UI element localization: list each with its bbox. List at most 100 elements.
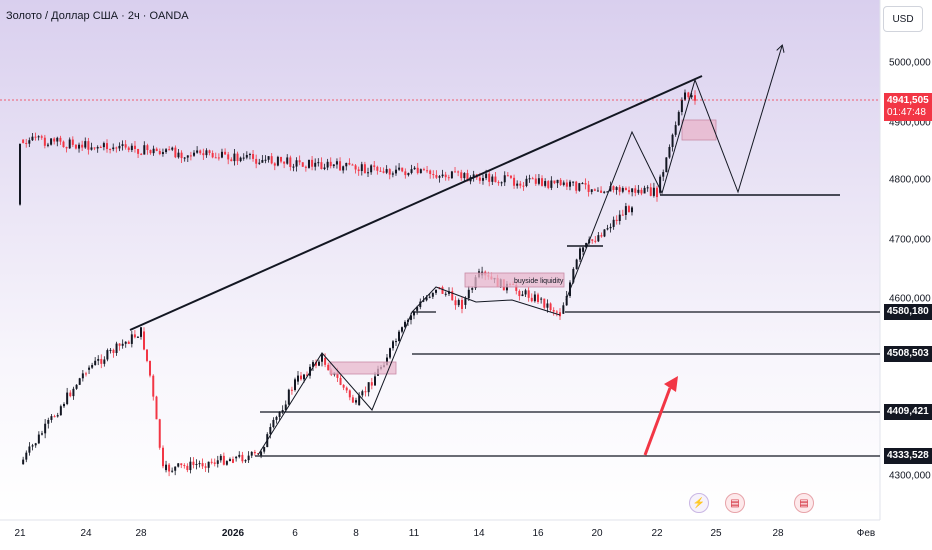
candle-body	[518, 290, 521, 297]
candle-body	[25, 142, 28, 144]
candle-body	[404, 171, 407, 176]
candle-body	[276, 156, 279, 166]
candle-body	[238, 454, 241, 457]
candle-body	[78, 144, 81, 149]
candle-body	[404, 321, 406, 328]
candle-body	[143, 331, 145, 350]
candle-body	[643, 187, 646, 194]
candle-body	[62, 141, 65, 148]
candle-body	[124, 144, 127, 148]
candle-body	[597, 235, 600, 242]
candle-body	[270, 156, 273, 164]
candle-body	[435, 289, 437, 293]
candle-body	[357, 169, 360, 172]
candle-body	[289, 157, 292, 168]
candle-body	[59, 406, 62, 416]
candle-body	[398, 167, 401, 170]
candle-body	[652, 187, 655, 196]
candle-body	[461, 299, 463, 309]
us-flag-icon[interactable]: ▤	[725, 493, 745, 513]
candle-body	[261, 159, 264, 163]
supply-zone-1[interactable]	[329, 361, 397, 375]
candle-body	[193, 152, 196, 156]
level-tag-4580: 4580,180	[884, 304, 932, 320]
candle-body	[303, 374, 305, 380]
candle-body	[690, 95, 693, 98]
candle-body	[96, 146, 99, 149]
candle-body	[301, 162, 304, 167]
candle-body	[207, 461, 210, 468]
candle-body	[230, 159, 233, 162]
symbol-title[interactable]: Золото / Доллар США · 2ч · OANDA	[6, 10, 189, 22]
candle-body	[454, 300, 457, 306]
flash-icon[interactable]: ⚡	[689, 493, 709, 513]
candle-body	[379, 170, 382, 172]
candle-body	[677, 112, 680, 126]
candle-body	[513, 177, 516, 186]
candle-body	[530, 297, 533, 302]
candle-body	[133, 334, 136, 338]
level-tag-4409: 4409,421	[884, 404, 932, 420]
candle-body	[224, 151, 227, 155]
candle-body	[448, 291, 450, 294]
candle-body	[568, 181, 571, 187]
candle-body	[214, 157, 217, 159]
candle-body	[103, 359, 106, 364]
candle-body	[168, 464, 171, 472]
candle-body	[275, 416, 278, 420]
candle-body	[552, 310, 555, 312]
candle-body	[559, 312, 561, 317]
candle-body	[351, 164, 354, 166]
candle-body	[165, 464, 168, 471]
candle-body	[118, 145, 121, 149]
candle-body	[219, 455, 222, 461]
candle-body	[519, 183, 522, 186]
candle-body	[627, 206, 630, 213]
candle-body	[694, 95, 696, 101]
candle-body	[471, 288, 474, 290]
candle-body	[345, 162, 348, 167]
candle-body	[413, 312, 415, 316]
projection-path[interactable]	[565, 46, 782, 301]
candle-body	[71, 139, 74, 145]
candle-body	[278, 412, 281, 417]
candle-body	[447, 177, 450, 179]
buyside-liquidity-zone[interactable]	[464, 272, 565, 288]
candle-body	[124, 341, 127, 344]
candle-body	[565, 295, 568, 306]
candle-body	[222, 455, 225, 465]
candle-body	[272, 419, 275, 428]
zigzag-path-left[interactable]	[257, 286, 561, 456]
candle-body	[257, 453, 259, 455]
candle-body	[524, 290, 527, 295]
candle-body	[53, 138, 56, 142]
candle-body	[202, 153, 205, 156]
candle-body	[671, 134, 674, 147]
candle-body	[155, 396, 158, 420]
candle-body	[485, 173, 488, 179]
y-label-4600: 4600,000	[889, 293, 931, 305]
candle-body	[426, 170, 429, 172]
candle-body	[587, 184, 590, 192]
candle-body	[273, 163, 276, 166]
supply-zone-2[interactable]	[681, 119, 717, 141]
candle-body	[509, 175, 512, 178]
candle-body	[392, 341, 394, 349]
candle-body	[177, 152, 180, 158]
candle-body	[115, 147, 118, 149]
candle-body	[460, 172, 463, 179]
candle-body	[354, 165, 357, 170]
candle-body	[618, 187, 621, 192]
trend-line[interactable]	[129, 75, 703, 331]
x-label-11: 11	[408, 528, 420, 539]
candle-body	[189, 155, 192, 157]
candle-body	[326, 161, 329, 168]
x-label-24: 24	[80, 528, 92, 539]
candle-body	[631, 207, 633, 213]
currency-button[interactable]: USD	[883, 6, 923, 32]
us-flag-icon-2[interactable]: ▤	[794, 493, 814, 513]
candle-body	[615, 219, 618, 222]
candle-body	[541, 178, 544, 186]
candle-body	[527, 290, 530, 298]
